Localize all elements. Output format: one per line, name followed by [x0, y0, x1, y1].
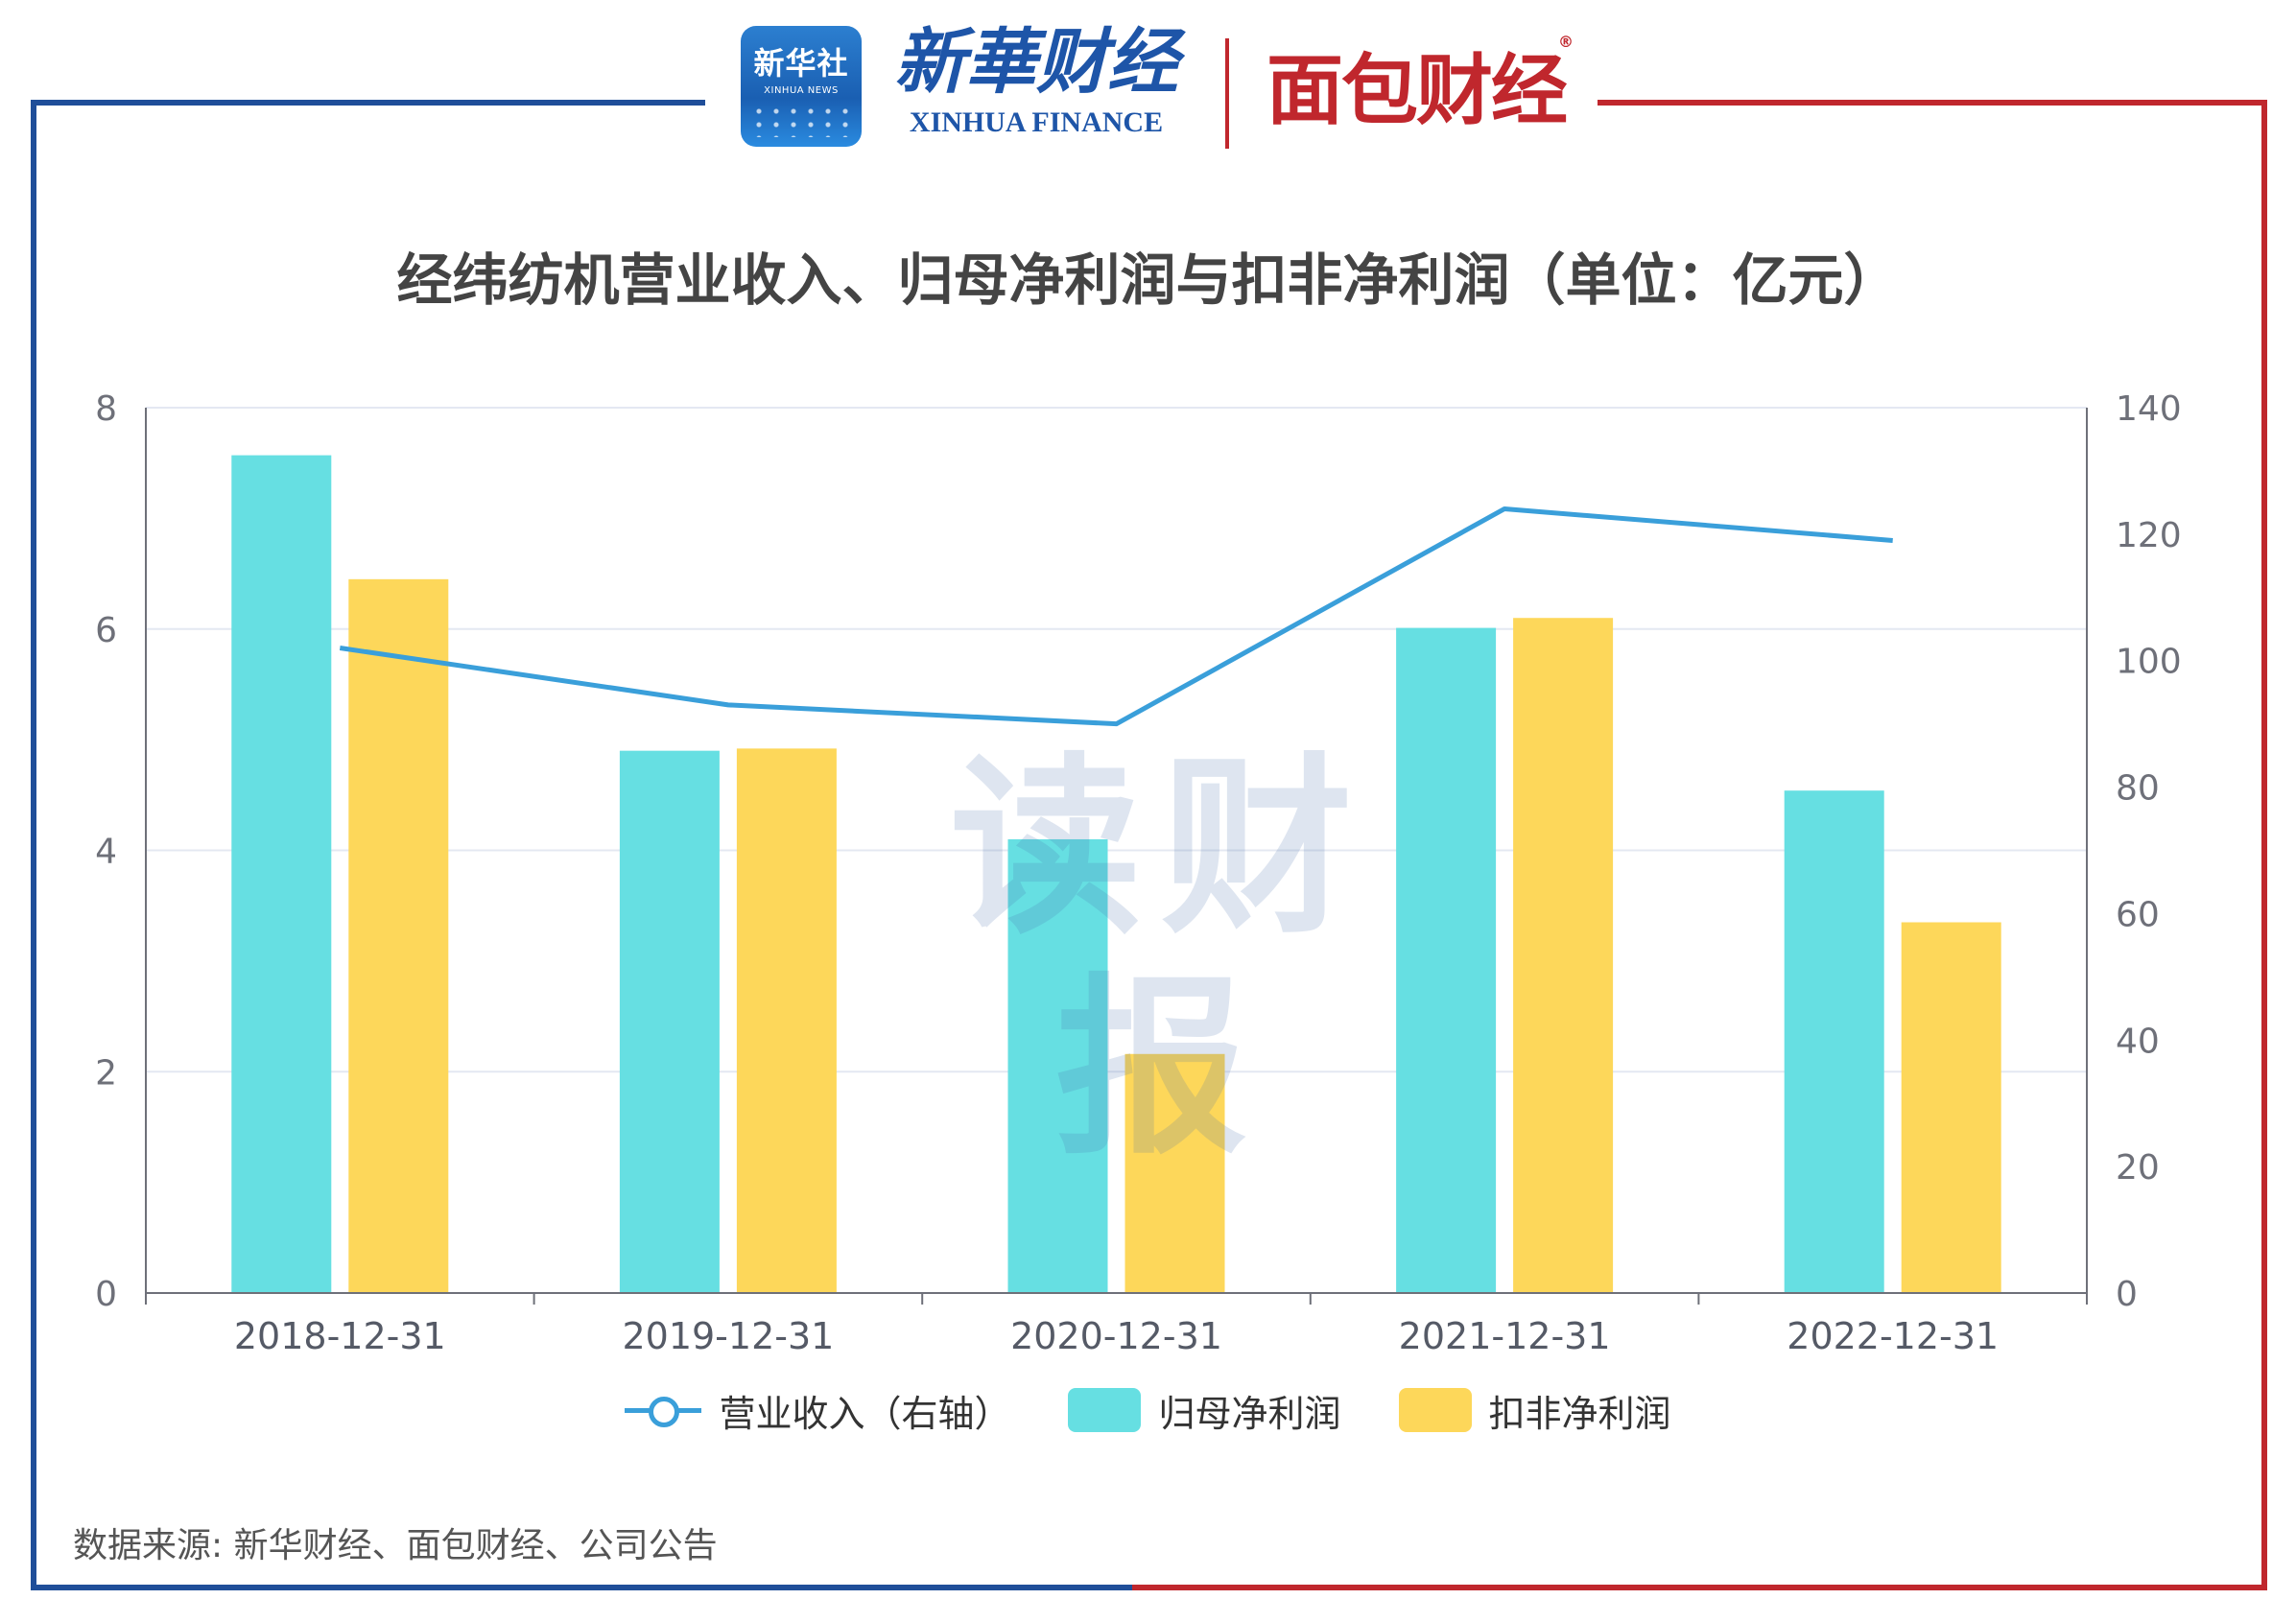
x-tick-label: 2021-12-31: [1399, 1315, 1611, 1357]
legend-item-net-profit[interactable]: 归母净利润: [1068, 1384, 1341, 1437]
net-profit-bar: [1784, 790, 1884, 1293]
mianbao-caijing-logo: 面包财经 ®: [1266, 35, 1574, 144]
chart-title: 经纬纺机营业收入、归母净利润与扣非净利润（单位：亿元）: [396, 247, 1900, 313]
line-circle-icon: [625, 1391, 702, 1429]
deducted-profit-bar: [1513, 618, 1614, 1293]
legend-label-revenue: 营业收入（右轴）: [719, 1392, 1011, 1435]
grid-layer: [146, 407, 2087, 1073]
y-left-tick-label: 8: [95, 389, 117, 429]
deducted-profit-bar: [348, 578, 449, 1293]
y-right-tick-label: 120: [2116, 516, 2182, 555]
y-right-tick-label: 20: [2116, 1148, 2160, 1188]
xinhua-news-logo: 新华社 XINHUA NEWS: [741, 26, 862, 147]
revenue-line: [339, 506, 1893, 727]
line-layer: [339, 506, 1893, 727]
data-source-note: 数据来源: 新华财经、面包财经、公司公告: [73, 1526, 718, 1565]
net-profit-bar: [231, 455, 332, 1294]
legend-item-deducted-profit[interactable]: 扣非净利润: [1398, 1384, 1671, 1437]
y-left-tick-label: 0: [95, 1275, 117, 1314]
y-left-tick-label: 2: [95, 1053, 117, 1093]
deducted-profit-bar: [736, 748, 837, 1293]
registered-mark: ®: [1558, 33, 1574, 51]
y-left-tick-label: 6: [95, 611, 117, 650]
y-right-tick-label: 80: [2116, 769, 2160, 809]
y-right-tick-label: 140: [2116, 389, 2182, 429]
deducted-profit-bar: [1124, 1053, 1225, 1293]
watermark: 读财报: [949, 737, 1372, 1181]
x-tick-label: 2022-12-31: [1787, 1315, 1999, 1357]
network-dots-icon: [750, 105, 852, 137]
x-tick-label: 2020-12-31: [1010, 1315, 1222, 1357]
net-profit-bar: [1007, 838, 1108, 1293]
logo-divider: [1225, 38, 1229, 149]
legend-label-net-profit: 归母净利润: [1158, 1392, 1341, 1435]
chart-legend: 营业收入（右轴） 归母净利润 扣非净利润: [0, 1381, 2296, 1439]
deducted-profit-bar: [1901, 922, 2001, 1293]
yellow-swatch-icon: [1398, 1388, 1472, 1432]
xinhua-finance-en: XINHUA FINANCE: [909, 106, 1164, 138]
xinhua-finance-logo: 新華财经 XINHUA FINANCE: [888, 19, 1185, 153]
y-right-tick-label: 60: [2116, 895, 2160, 934]
y-left-tick-label: 4: [95, 833, 117, 872]
x-tick-label: 2018-12-31: [234, 1315, 446, 1357]
mianbao-caijing-text: 面包财经: [1266, 46, 1568, 135]
bar-layer: [231, 455, 2001, 1294]
x-tick-label: 2019-12-31: [622, 1315, 834, 1357]
y-right-tick-label: 40: [2116, 1022, 2160, 1061]
net-profit-bar: [619, 750, 720, 1293]
xinhua-finance-cn: 新華财经: [894, 21, 1178, 104]
y-right-tick-label: 0: [2116, 1275, 2138, 1314]
legend-label-deducted-profit: 扣非净利润: [1488, 1392, 1671, 1435]
xinhua-badge-text: 新华社: [753, 45, 849, 82]
legend-item-revenue[interactable]: 营业收入（右轴）: [625, 1384, 1010, 1437]
cyan-swatch-icon: [1068, 1388, 1142, 1432]
net-profit-bar: [1396, 627, 1497, 1293]
y-right-tick-label: 100: [2116, 643, 2182, 682]
xinhua-badge-subtext: XINHUA NEWS: [764, 85, 839, 96]
